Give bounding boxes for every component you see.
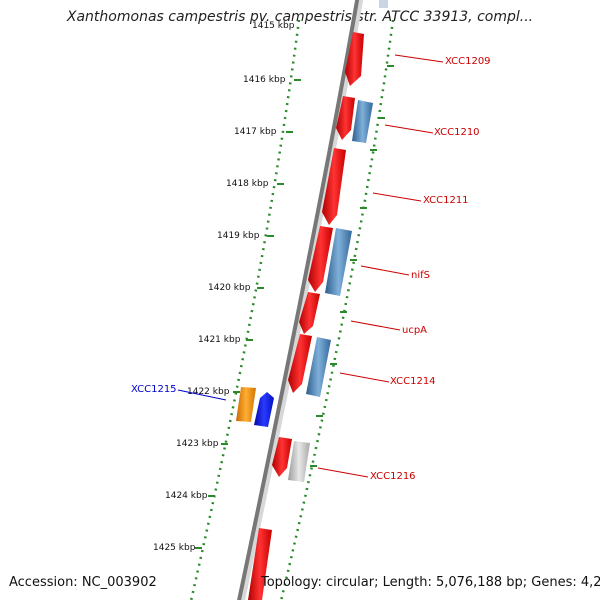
- gene-feature-ucpa[interactable]: [299, 292, 320, 334]
- gene-feature-orange[interactable]: [236, 387, 256, 422]
- tick-label: 1424 kbp: [165, 491, 208, 501]
- tick-label: 1422 kbp: [187, 387, 230, 397]
- right-dotted-track: [279, 19, 395, 600]
- gene-label-xcc1209: XCC1209: [445, 56, 491, 67]
- genome-summary-text: Topology: circular; Length: 5,076,188 bp…: [261, 575, 600, 590]
- tick-label-top-cut: 1415 kbp: [252, 21, 295, 31]
- feature-faded[interactable]: [379, 0, 388, 8]
- gene-feature-xcc1216[interactable]: [272, 437, 292, 477]
- tick-label: 1419 kbp: [217, 231, 260, 241]
- gene-feature-bottom[interactable]: [248, 528, 272, 600]
- map-title: Xanthomonas campestris pv. campestris st…: [66, 9, 534, 25]
- tick-label: 1420 kbp: [208, 283, 251, 293]
- gene-feature-blue-3[interactable]: [306, 337, 331, 397]
- gene-label-nifs: nifS: [411, 270, 430, 281]
- callout-lines: [177, 54, 444, 478]
- accession-text: Accession: NC_003902: [9, 575, 157, 590]
- gene-feature-blue-2[interactable]: [325, 228, 352, 296]
- tick-label: 1425 kbp: [153, 543, 196, 553]
- gene-feature-blue-1[interactable]: [352, 100, 373, 143]
- gene-feature-xcc1209[interactable]: [345, 32, 364, 86]
- gene-feature-xcc1215[interactable]: [254, 392, 274, 427]
- gene-feature-nifs[interactable]: [308, 226, 333, 292]
- tick-label: 1418 kbp: [226, 179, 269, 189]
- gene-label-xcc1214: XCC1214: [390, 376, 436, 387]
- gene-feature-xcc1214[interactable]: [288, 334, 312, 393]
- gene-feature-gray[interactable]: [288, 441, 310, 482]
- right-ticks: [310, 65, 394, 467]
- gene-label-xcc1211: XCC1211: [423, 195, 469, 206]
- genome-backbone: [237, 0, 360, 600]
- left-dotted-track: [189, 19, 301, 600]
- gene-label-xcc1210: XCC1210: [434, 127, 480, 138]
- gene-label-xcc1215: XCC1215: [131, 384, 177, 395]
- gene-label-xcc1216: XCC1216: [370, 471, 416, 482]
- tick-label: 1423 kbp: [176, 439, 219, 449]
- tick-label: 1421 kbp: [198, 335, 241, 345]
- tick-label: 1417 kbp: [234, 127, 277, 137]
- gene-label-ucpa: ucpA: [402, 325, 427, 336]
- tick-label: 1416 kbp: [243, 75, 286, 85]
- left-ticks: [195, 79, 301, 549]
- gene-feature-xcc1210[interactable]: [336, 96, 355, 140]
- gene-feature-xcc1211[interactable]: [322, 148, 346, 225]
